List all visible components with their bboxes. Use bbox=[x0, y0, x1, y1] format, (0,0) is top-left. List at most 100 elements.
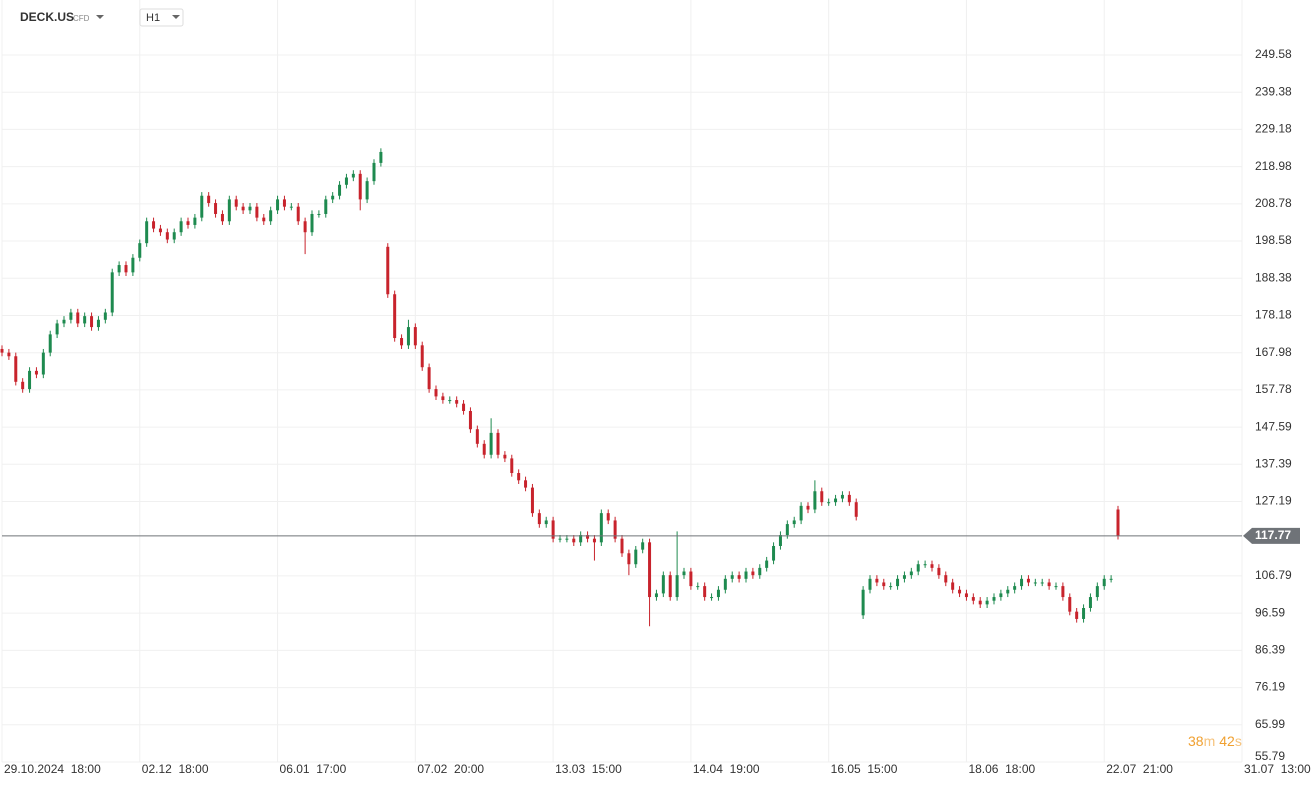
candle-body bbox=[386, 246, 390, 295]
candle-body bbox=[310, 213, 314, 233]
candle-body bbox=[1033, 582, 1037, 584]
candle-body bbox=[606, 513, 610, 521]
candle-body bbox=[985, 600, 989, 605]
candle-body bbox=[613, 520, 617, 539]
candle-body bbox=[558, 538, 562, 540]
candle-body bbox=[765, 560, 769, 568]
candle-body bbox=[882, 582, 886, 587]
candle-body bbox=[937, 567, 941, 576]
candle-body bbox=[1013, 586, 1017, 590]
candle-body bbox=[172, 232, 176, 240]
candle-body bbox=[661, 575, 665, 594]
candle-body bbox=[282, 199, 286, 207]
countdown-minutes: 38 bbox=[1188, 733, 1204, 749]
candle-body bbox=[34, 370, 38, 375]
candle-body bbox=[517, 473, 521, 481]
candle-body bbox=[269, 210, 273, 222]
candle-body bbox=[503, 454, 507, 459]
x-tick-label: 07.02 20:00 bbox=[417, 762, 484, 776]
candle-body bbox=[41, 352, 45, 375]
candle-body bbox=[744, 571, 748, 579]
y-tick-label: 249.58 bbox=[1255, 47, 1292, 61]
candle-body bbox=[255, 206, 259, 218]
last-price-label: 117.77 bbox=[1255, 528, 1291, 542]
candle-body bbox=[716, 589, 720, 598]
candle-body bbox=[592, 538, 596, 543]
candle-body bbox=[1054, 586, 1058, 588]
candle-body bbox=[482, 443, 486, 455]
candle-body bbox=[875, 578, 879, 583]
candle-body bbox=[840, 494, 844, 499]
candle-body bbox=[710, 597, 714, 599]
candle-body bbox=[496, 432, 500, 455]
candle-body bbox=[889, 586, 893, 588]
candle-body bbox=[599, 513, 603, 543]
candle-body bbox=[48, 334, 52, 353]
candle-body bbox=[648, 542, 652, 598]
y-tick-label: 137.39 bbox=[1255, 456, 1292, 470]
candle-body bbox=[276, 199, 280, 211]
candle-body bbox=[220, 213, 224, 222]
candle-body bbox=[1095, 586, 1099, 598]
candle-body bbox=[730, 575, 734, 579]
candle-body bbox=[234, 199, 238, 207]
candle-body bbox=[544, 520, 548, 525]
candle-body bbox=[145, 221, 149, 244]
candle-body bbox=[413, 327, 417, 346]
candle-body bbox=[751, 571, 755, 576]
candle-body bbox=[468, 410, 472, 430]
instrument-type: CFD bbox=[73, 14, 90, 23]
timeframe-select[interactable] bbox=[139, 8, 184, 27]
candle-body bbox=[1026, 578, 1030, 583]
symbol-dropdown-arrow[interactable] bbox=[96, 15, 104, 19]
candle-body bbox=[158, 228, 162, 233]
candle-body bbox=[365, 181, 369, 200]
candle-body bbox=[124, 265, 128, 273]
timeframe-arrow[interactable] bbox=[172, 15, 180, 19]
candle-body bbox=[827, 502, 831, 504]
candle-body bbox=[1082, 608, 1086, 619]
candle-body bbox=[289, 206, 293, 208]
candle-body bbox=[193, 217, 197, 225]
candle-body bbox=[641, 542, 645, 550]
candle-body bbox=[524, 480, 528, 488]
candle-body bbox=[1006, 589, 1010, 594]
y-tick-label: 147.59 bbox=[1255, 419, 1292, 433]
candle-body bbox=[448, 400, 452, 402]
y-tick-label: 76.19 bbox=[1255, 680, 1285, 694]
candle-body bbox=[28, 370, 32, 390]
candle-body bbox=[110, 272, 114, 313]
candle-body bbox=[317, 213, 321, 215]
candle-body bbox=[434, 389, 438, 397]
candle-body bbox=[992, 597, 996, 601]
candle-body bbox=[152, 221, 156, 229]
y-tick-label: 208.78 bbox=[1255, 196, 1292, 210]
candle-body bbox=[241, 206, 245, 211]
candle-body bbox=[682, 571, 686, 576]
candle-body bbox=[324, 199, 328, 214]
candle-body bbox=[200, 195, 204, 218]
timeframe[interactable]: H1 bbox=[146, 12, 160, 24]
y-tick-label: 65.99 bbox=[1255, 717, 1285, 731]
candle-body bbox=[510, 458, 514, 474]
candle-body bbox=[1047, 582, 1051, 587]
candle-body bbox=[248, 206, 252, 211]
candle-body bbox=[909, 571, 913, 576]
x-tick-label: 13.03 15:00 bbox=[555, 762, 622, 776]
candle-body bbox=[462, 403, 466, 411]
candle-body bbox=[96, 319, 100, 328]
y-tick-label: 157.78 bbox=[1255, 382, 1292, 396]
x-tick-label: 18.06 18:00 bbox=[968, 762, 1035, 776]
candle-body bbox=[964, 593, 968, 598]
candle-body bbox=[847, 494, 851, 503]
candle-body bbox=[923, 564, 927, 566]
candle-body bbox=[1068, 597, 1072, 612]
candle-body bbox=[627, 553, 631, 565]
candle-body bbox=[131, 257, 135, 273]
y-tick-label: 229.18 bbox=[1255, 122, 1292, 136]
symbol[interactable]: DECK.US bbox=[20, 10, 74, 24]
candle-body bbox=[62, 319, 66, 324]
candle-body bbox=[951, 582, 955, 590]
candle-body bbox=[565, 538, 569, 540]
